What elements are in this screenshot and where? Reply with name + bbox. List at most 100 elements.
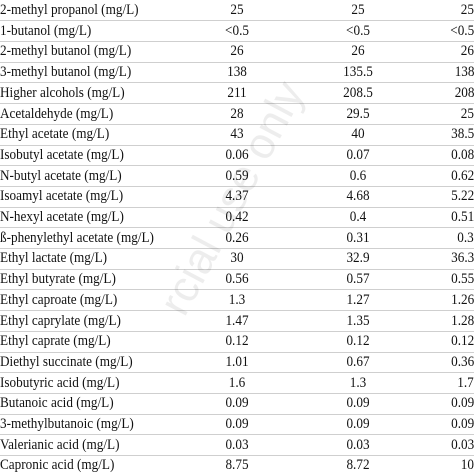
cell: 1.3 (349, 374, 367, 391)
cell: 0.03 (346, 436, 370, 453)
cell: 25 (351, 2, 365, 18)
cell: 29.5 (346, 105, 370, 122)
row-divider (0, 41, 474, 42)
cell: 0.09 (346, 416, 370, 432)
row-label: Isobutyric acid (mg/L) (0, 374, 120, 391)
row-divider (0, 413, 474, 415)
row-divider (0, 455, 474, 456)
cell: <0.5 (450, 22, 474, 39)
cell: 40 (351, 126, 365, 143)
row-label: 3-methylbutanoic (mg/L) (0, 416, 134, 432)
cell: 30 (230, 250, 244, 267)
row-label: 2-methyl butanol (mg/L) (0, 43, 132, 60)
cell: 135.5 (343, 64, 373, 81)
row-divider (0, 165, 474, 167)
cell: 5.22 (450, 188, 474, 205)
cell: 1.35 (346, 312, 370, 329)
cell: 0.31 (346, 229, 370, 246)
cell: 0.59 (225, 167, 249, 184)
cell: 0.51 (450, 209, 474, 225)
row-divider (0, 351, 474, 353)
cell: 0.6 (349, 167, 367, 184)
cell: <0.5 (346, 22, 370, 39)
cell: 4.68 (346, 188, 370, 205)
cell: 1.47 (225, 312, 249, 329)
row-label: Ethyl caprate (mg/L) (0, 333, 111, 350)
cell: 0.09 (450, 395, 474, 412)
row-label: Ethyl butyrate (mg/L) (0, 271, 116, 288)
row-label: Diethyl succinate (mg/L) (0, 353, 133, 370)
cell: 0.4 (349, 209, 367, 225)
cell: 26 (460, 43, 474, 60)
row-label: Valerianic acid (mg/L) (0, 436, 120, 453)
cell: 8.72 (346, 457, 370, 474)
cell: 0.3 (457, 229, 474, 246)
row-label: 2-methyl propanol (mg/L) (0, 2, 139, 18)
row-label: 1-butanol (mg/L) (0, 22, 92, 39)
cell: 1.26 (450, 291, 474, 308)
row-label: Acetaldehyde (mg/L) (0, 105, 114, 122)
row-divider (0, 206, 474, 208)
row-divider (0, 20, 474, 22)
row-divider (0, 392, 474, 394)
cell: 25 (460, 105, 474, 122)
cell: 26 (351, 43, 365, 60)
row-label: Ethyl caproate (mg/L) (0, 291, 118, 308)
row-label: Higher alcohols (mg/L) (0, 84, 125, 101)
cell: 0.62 (450, 167, 474, 184)
row-label: Isoamyl acetate (mg/L) (0, 188, 124, 205)
row-divider (0, 123, 474, 125)
row-label: 3-methyl butanol (mg/L) (0, 64, 132, 81)
cell: 36.3 (450, 250, 474, 267)
row-label: Ethyl caprylate (mg/L) (0, 312, 121, 329)
row-label: Isobutyl acetate (mg/L) (0, 146, 124, 163)
row-divider (0, 248, 474, 249)
row-label: Butanoic acid (mg/L) (0, 395, 114, 412)
cell: 0.55 (450, 271, 474, 288)
cell: 28 (230, 105, 244, 122)
cell: <0.5 (225, 22, 249, 39)
cell: 0.56 (225, 271, 249, 288)
cell: 0.09 (346, 395, 370, 412)
row-label: N-hexyl acetate (mg/L) (0, 209, 124, 225)
cell: 0.09 (225, 416, 249, 432)
row-divider (0, 372, 474, 374)
cell: 0.12 (346, 333, 370, 350)
cell: 0.57 (346, 271, 370, 288)
row-label: Ethyl acetate (mg/L) (0, 126, 110, 143)
cell: 208.5 (343, 84, 373, 101)
cell: 1.6 (228, 374, 246, 391)
cell: 43 (230, 126, 244, 143)
cell: 10 (460, 457, 474, 474)
cell: 138 (454, 64, 474, 81)
row-divider (0, 103, 474, 105)
cell: 0.09 (225, 395, 249, 412)
row-label: Ethyl lactate (mg/L) (0, 250, 108, 267)
cell: 0.06 (225, 146, 249, 163)
cell: 38.5 (450, 126, 474, 143)
row-divider (0, 61, 474, 63)
cell: 0.03 (450, 436, 474, 453)
cell: 1.3 (228, 291, 246, 308)
cell: 0.12 (225, 333, 249, 350)
cell: 138 (227, 64, 247, 81)
row-divider (0, 310, 474, 312)
cell: 1.27 (346, 291, 370, 308)
row-label: ß-phenylethyl acetate (mg/L) (0, 229, 154, 246)
row-divider (0, 185, 474, 187)
cell: 1.7 (457, 374, 474, 391)
row-divider (0, 82, 474, 84)
cell: 0.09 (450, 416, 474, 432)
row-divider (0, 227, 474, 229)
cell: 32.9 (346, 250, 370, 267)
row-divider (0, 330, 474, 332)
cell: 8.75 (225, 457, 249, 474)
cell: 0.67 (346, 353, 370, 370)
cell: 0.36 (450, 353, 474, 370)
cell: 1.28 (450, 312, 474, 329)
cell: 0.12 (450, 333, 474, 350)
row-divider (0, 268, 474, 270)
cell: 0.08 (450, 146, 474, 163)
cell: 25 (460, 2, 474, 18)
